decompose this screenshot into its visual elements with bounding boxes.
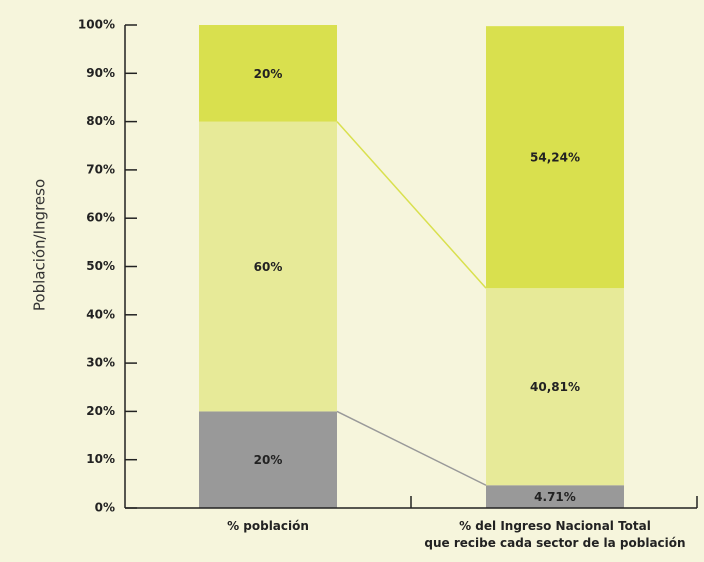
x-tick-label: % población <box>227 519 309 533</box>
value-label: 40,81% <box>530 380 580 394</box>
bar-segment <box>486 288 624 486</box>
value-label: 20% <box>254 67 283 81</box>
bar-segment <box>199 25 337 122</box>
value-label: 4.71% <box>534 490 576 504</box>
y-tick-label: 50% <box>86 259 115 273</box>
value-label: 60% <box>254 260 283 274</box>
bar-segment <box>199 121 337 412</box>
bar-segment <box>486 26 624 289</box>
y-tick-label: 0% <box>95 501 115 515</box>
bar-segment <box>199 411 337 508</box>
value-label: 20% <box>254 453 283 467</box>
y-tick-label: 40% <box>86 307 115 321</box>
y-tick-label: 60% <box>86 211 115 225</box>
y-tick-label: 80% <box>86 114 115 128</box>
y-tick-label: 100% <box>78 18 115 32</box>
connector <box>336 121 487 289</box>
y-tick-label: 10% <box>86 452 115 466</box>
bar-segment <box>486 485 624 508</box>
y-tick-label: 20% <box>86 404 115 418</box>
y-tick-label: 30% <box>86 356 115 370</box>
y-tick-label: 70% <box>86 162 115 176</box>
value-label: 54,24% <box>530 151 580 165</box>
y-axis-label: Población/Ingreso <box>31 179 49 311</box>
connector <box>336 410 487 486</box>
x-tick-label: % del Ingreso Nacional Total que recibe … <box>424 519 686 550</box>
y-tick-label: 90% <box>86 66 115 80</box>
